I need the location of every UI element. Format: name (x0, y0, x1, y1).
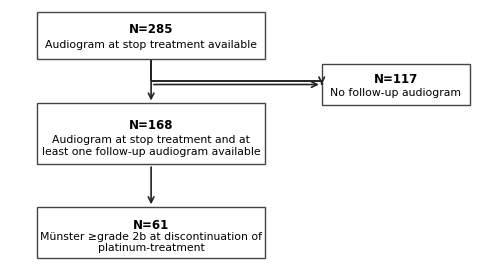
Text: N=285: N=285 (129, 23, 174, 36)
Text: N=61: N=61 (133, 219, 169, 232)
Text: Audiogram at stop treatment and at
least one follow-up audiogram available: Audiogram at stop treatment and at least… (42, 135, 260, 157)
FancyBboxPatch shape (38, 103, 265, 164)
Text: N=168: N=168 (129, 119, 174, 132)
Text: No follow-up audiogram: No follow-up audiogram (330, 87, 462, 98)
Text: Audiogram at stop treatment available: Audiogram at stop treatment available (45, 39, 257, 50)
FancyBboxPatch shape (38, 207, 265, 258)
Text: N=117: N=117 (374, 73, 418, 86)
Text: Münster ≥grade 2b at discontinuation of
platinum-treatment: Münster ≥grade 2b at discontinuation of … (40, 232, 262, 253)
FancyBboxPatch shape (322, 64, 470, 105)
FancyBboxPatch shape (38, 12, 265, 59)
